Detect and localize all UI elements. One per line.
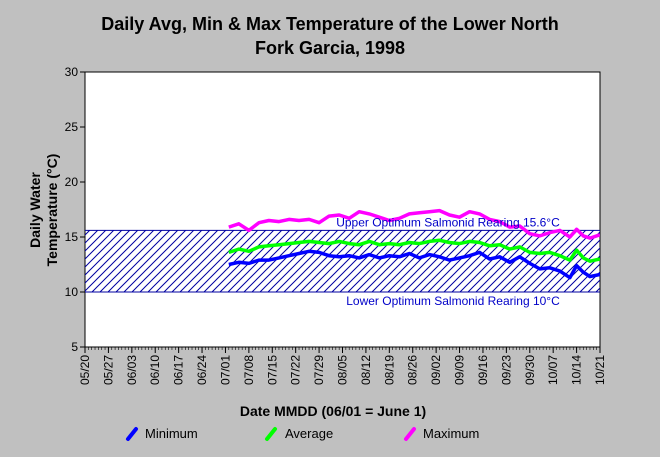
legend-maximum-label: Maximum	[423, 426, 479, 441]
x-tick-label-08-05: 08/05	[336, 355, 350, 385]
y-tick-label-5: 5	[71, 340, 78, 354]
lower-optimum-label: Lower Optimum Salmonid Rearing 10°C	[346, 294, 560, 308]
legend: Minimum Average Maximum	[126, 426, 479, 441]
legend-maximum-swatch	[404, 427, 416, 441]
x-tick-label-07-01: 07/01	[218, 355, 232, 385]
plot-area	[84, 71, 601, 348]
y-tick-label-30: 30	[65, 65, 79, 79]
x-tick-label-09-30: 09/30	[523, 355, 537, 385]
legend-average: Average	[265, 426, 333, 441]
x-tick-label-09-02: 09/02	[429, 355, 443, 385]
x-tick-label-10-14: 10/14	[570, 355, 584, 385]
x-tick-label-06-24: 06/24	[195, 355, 209, 385]
legend-maximum: Maximum	[404, 426, 479, 441]
chart-title-line1: Daily Avg, Min & Max Temperature of the …	[101, 14, 558, 34]
legend-minimum: Minimum	[126, 426, 198, 441]
y-axis-title-line2: Temperature (°C)	[44, 154, 60, 267]
legend-average-label: Average	[285, 426, 333, 441]
x-tick-label-09-09: 09/09	[453, 355, 467, 385]
legend-minimum-label: Minimum	[145, 426, 198, 441]
x-tick-label-07-29: 07/29	[312, 355, 326, 385]
x-tick-label-05-27: 05/27	[101, 355, 115, 385]
chart-title-line2: Fork Garcia, 1998	[255, 38, 405, 58]
x-tick-label-08-19: 08/19	[382, 355, 396, 385]
x-tick-label-06-17: 06/17	[172, 355, 186, 385]
series-minimum	[228, 249, 600, 280]
y-tick-label-10: 10	[65, 285, 79, 299]
series-average	[228, 238, 600, 263]
x-tick-label-10-21: 10/21	[593, 355, 607, 385]
x-tick-label-09-23: 09/23	[499, 355, 513, 385]
optimum-band-hatch	[85, 230, 600, 292]
legend-average-swatch	[265, 427, 277, 441]
x-tick-label-08-12: 08/12	[359, 355, 373, 385]
y-tick-label-25: 25	[65, 120, 79, 134]
x-tick-label-06-03: 06/03	[125, 355, 139, 385]
y-tick-label-15: 15	[65, 230, 79, 244]
x-axis-title: Date MMDD (06/01 = June 1)	[240, 403, 426, 419]
y-axis-title-line1: Daily Water	[27, 172, 43, 248]
x-tick-label-07-15: 07/15	[265, 355, 279, 385]
x-tick-label-07-22: 07/22	[289, 355, 303, 385]
y-tick-label-20: 20	[65, 175, 79, 189]
x-tick-label-10-07: 10/07	[546, 355, 560, 385]
legend-minimum-swatch	[126, 427, 138, 441]
series-maximum	[228, 208, 600, 240]
x-tick-label-05-20: 05/20	[78, 355, 92, 385]
upper-optimum-label: Upper Optimum Salmonid Rearing 15.6°C	[336, 215, 560, 229]
x-tick-label-09-16: 09/16	[476, 355, 490, 385]
x-tick-label-06-10: 06/10	[148, 355, 162, 385]
x-tick-label-08-26: 08/26	[406, 355, 420, 385]
x-tick-label-07-08: 07/08	[242, 355, 256, 385]
